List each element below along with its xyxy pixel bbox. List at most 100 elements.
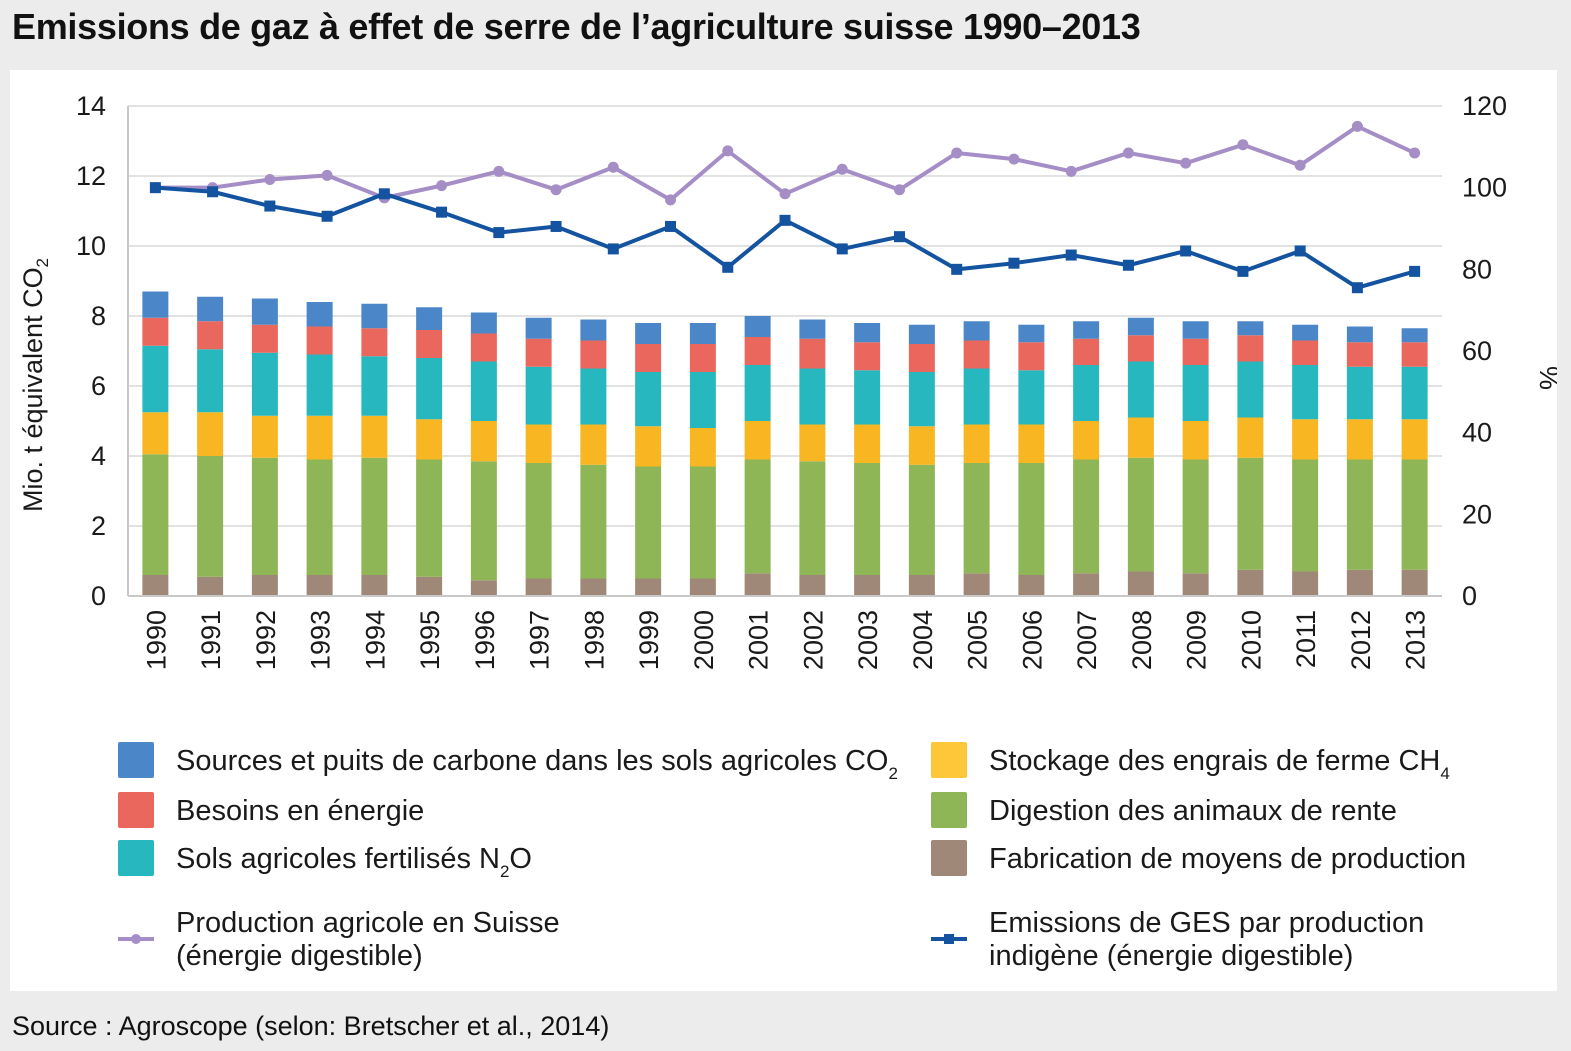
left-tick-label: 8 <box>91 301 106 331</box>
year-label: 2012 <box>1346 610 1376 670</box>
bar-segment-stockage <box>963 424 990 463</box>
right-tick-label: 100 <box>1462 173 1507 203</box>
bar-segment-digestion <box>361 457 388 575</box>
bar-segment-energie <box>1292 340 1319 365</box>
year-label: 2008 <box>1127 610 1157 670</box>
year-label: 1999 <box>634 610 664 670</box>
bar-segment-digestion <box>306 459 333 575</box>
bar-segment-fabrication <box>197 576 224 596</box>
production_line-point <box>321 169 333 181</box>
year-label: 1996 <box>470 610 500 670</box>
left-axis-title: Mio. t équivalent CO2 <box>18 258 52 512</box>
bar-segment-stockage <box>1401 419 1428 460</box>
production_line-point <box>1237 139 1249 151</box>
bar-segment-fabrication <box>1182 573 1209 596</box>
emissions_line-point <box>1180 245 1192 257</box>
bar-segment-carbone <box>1127 317 1154 336</box>
bar-segment-digestion <box>854 463 881 575</box>
bar-segment-stockage <box>1292 419 1319 460</box>
bar-segment-stockage <box>1127 417 1154 458</box>
bar-segment-digestion <box>416 459 443 577</box>
legend-swatch-sols <box>118 840 154 876</box>
bar-segment-sols_fertilises <box>1018 370 1045 425</box>
bar-segment-stockage <box>854 424 881 463</box>
emissions_line-point <box>607 243 619 255</box>
year-label: 2006 <box>1017 610 1047 670</box>
legend-label-production-2: (énergie digestible) <box>176 940 423 972</box>
production_line-point <box>607 161 619 173</box>
bar-segment-fabrication <box>142 575 169 596</box>
bar-segment-sols_fertilises <box>1401 366 1428 420</box>
bar-segment-fabrication <box>525 578 552 596</box>
bar-segment-carbone <box>963 321 990 341</box>
bar-segment-sols_fertilises <box>525 366 552 425</box>
bar-segment-digestion <box>525 463 552 579</box>
left-tick-label: 14 <box>76 91 106 121</box>
bar-segment-energie <box>963 340 990 369</box>
emissions_line-point <box>951 263 963 275</box>
bar-segment-sols_fertilises <box>1127 361 1154 418</box>
bar-segment-carbone <box>470 312 497 334</box>
emissions_line-point <box>550 220 562 232</box>
bar-segment-carbone <box>854 323 881 343</box>
year-label: 1990 <box>141 610 171 670</box>
bar-segment-digestion <box>470 461 497 581</box>
year-label: 2007 <box>1072 610 1102 670</box>
year-label: 2009 <box>1182 610 1212 670</box>
bar-segment-carbone <box>1292 324 1319 341</box>
bar-segment-stockage <box>744 421 771 460</box>
bar-segment-carbone <box>142 291 169 318</box>
production_line-point <box>836 163 848 175</box>
bar-segment-fabrication <box>854 575 881 596</box>
emissions_line-point <box>779 214 791 226</box>
bar-segment-digestion <box>744 459 771 574</box>
year-label: 2011 <box>1291 610 1321 668</box>
emissions_line-point <box>493 227 505 239</box>
bar-segment-fabrication <box>1073 573 1100 596</box>
legend-label-stockage: Stockage des engrais de ferme CH4 <box>989 745 1450 783</box>
left-tick-label: 4 <box>91 441 106 471</box>
bar-segment-digestion <box>1182 459 1209 574</box>
legend-label-energie: Besoins en énergie <box>176 795 424 827</box>
bar-segment-carbone <box>416 307 443 330</box>
emissions_line-point <box>1122 259 1134 271</box>
bar-segment-fabrication <box>689 578 716 596</box>
bar-segment-fabrication <box>744 573 771 596</box>
left-tick-label: 0 <box>91 581 106 611</box>
bar-segment-carbone <box>1073 321 1100 339</box>
bar-segment-energie <box>635 344 662 372</box>
bar-segment-fabrication <box>635 578 662 596</box>
bar-segment-sols_fertilises <box>908 372 935 427</box>
legend-swatch-energie <box>118 792 154 828</box>
production_line-point <box>951 147 963 159</box>
bar-segment-sols_fertilises <box>635 372 662 427</box>
bar-segment-stockage <box>908 426 935 465</box>
bar-segment-carbone <box>1237 321 1264 336</box>
emissions_line-path <box>155 185 1416 290</box>
right-axis-ticks: 0 20 40 60 80 100 120 <box>1462 91 1507 611</box>
emissions_line-point <box>665 220 677 232</box>
production_line-point <box>779 188 791 200</box>
bar-segment-digestion <box>251 457 278 575</box>
bar-segment-digestion <box>197 456 224 577</box>
bar-segment-stockage <box>142 412 169 455</box>
bar-segment-digestion <box>1346 459 1373 570</box>
left-tick-label: 6 <box>91 371 106 401</box>
emissions_line-point <box>436 206 448 218</box>
bar-segment-sols_fertilises <box>416 358 443 420</box>
right-tick-label: 60 <box>1462 336 1492 366</box>
year-label: 2003 <box>853 610 883 670</box>
bar-segment-carbone <box>251 298 278 325</box>
left-tick-label: 2 <box>91 511 106 541</box>
bar-segment-fabrication <box>580 578 607 596</box>
emissions_line-point <box>1065 249 1077 261</box>
bar-segment-digestion <box>799 461 826 575</box>
bar-segment-sols_fertilises <box>1237 361 1264 418</box>
bar-segment-fabrication <box>908 575 935 596</box>
bar-segment-stockage <box>306 415 333 460</box>
year-label: 1994 <box>360 610 390 670</box>
production_line-point <box>1122 147 1134 159</box>
bar-segment-sols_fertilises <box>197 349 224 413</box>
bar-segment-digestion <box>142 454 169 575</box>
legend-marker-production <box>131 934 141 944</box>
